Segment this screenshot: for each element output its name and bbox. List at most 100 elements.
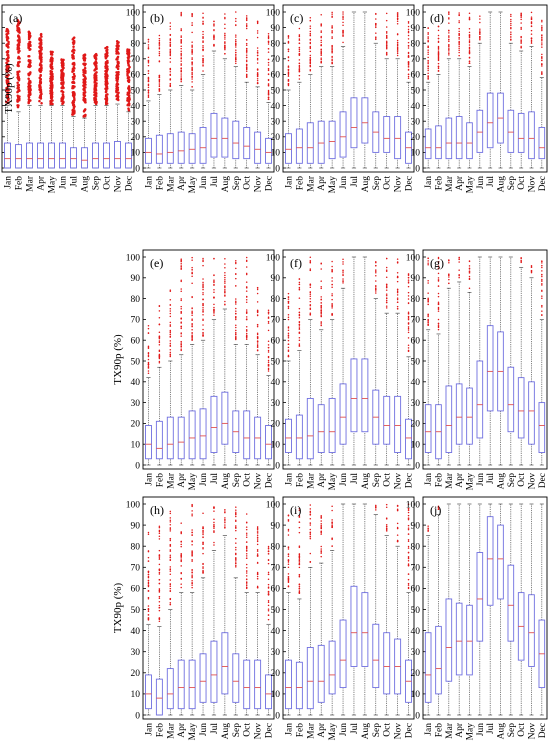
- outlier-point: [191, 71, 193, 74]
- outlier-point: [385, 276, 388, 278]
- outlier-point: [396, 50, 399, 53]
- outlier-point: [104, 102, 108, 106]
- outlier-point: [169, 61, 172, 63]
- y-tick-label: 60: [131, 71, 141, 81]
- outlier-point: [407, 563, 410, 565]
- outlier-point: [245, 59, 248, 62]
- outlier-point: [375, 269, 377, 271]
- outlier-point: [60, 75, 63, 79]
- outlier-point: [267, 547, 270, 549]
- outlier-point: [331, 277, 333, 279]
- iqr-box: [538, 126, 546, 160]
- outlier-point: [427, 529, 429, 532]
- outlier-point: [6, 29, 10, 33]
- outlier-point: [396, 276, 399, 279]
- outlier-point: [49, 95, 53, 99]
- iqr-box: [37, 142, 44, 169]
- outlier-point: [530, 41, 533, 43]
- outlier-point: [541, 304, 543, 307]
- outlier-point: [256, 349, 259, 351]
- outlier-point: [256, 526, 259, 528]
- outlier-point: [267, 84, 270, 87]
- outlier-point: [147, 64, 150, 67]
- outlier-point: [158, 74, 161, 77]
- iqr-box: [383, 632, 391, 695]
- outlier-point: [94, 56, 98, 60]
- outlier-point: [191, 510, 193, 512]
- outlier-point: [202, 264, 204, 267]
- outlier-point: [202, 567, 204, 569]
- outlier-point: [245, 328, 248, 331]
- outlier-point: [287, 66, 290, 68]
- outlier-point: [235, 307, 237, 310]
- outlier-point: [169, 310, 172, 312]
- outlier-point: [479, 35, 481, 38]
- outlier-point: [256, 309, 259, 311]
- outlier-point: [235, 509, 237, 511]
- outlier-point: [437, 326, 440, 329]
- outlier-point: [235, 557, 237, 560]
- outlier-point: [147, 46, 150, 48]
- outlier-point: [202, 293, 204, 296]
- outlier-point: [245, 521, 248, 523]
- iqr-box: [507, 109, 515, 153]
- outlier-point: [427, 257, 429, 259]
- outlier-point: [180, 263, 182, 265]
- outlier-point: [147, 590, 150, 592]
- outlier-point: [235, 46, 237, 48]
- outlier-point: [245, 60, 248, 63]
- outlier-point: [287, 519, 290, 521]
- outlier-point: [331, 37, 333, 40]
- outlier-point: [245, 272, 248, 275]
- outlier-point: [427, 69, 429, 72]
- outlier-point: [396, 18, 399, 21]
- x-tick-label: Oct: [103, 176, 113, 190]
- outlier-point: [105, 67, 109, 71]
- outlier-point: [5, 27, 9, 31]
- outlier-point: [287, 34, 290, 37]
- iqr-box: [70, 147, 77, 169]
- outlier-point: [468, 287, 471, 289]
- outlier-point: [224, 23, 226, 25]
- y-tick-label: 30: [131, 399, 141, 409]
- x-tick-label: Oct: [517, 473, 527, 487]
- box-feb: [435, 505, 442, 716]
- outlier-point: [385, 54, 388, 56]
- outlier-point: [407, 540, 410, 542]
- outlier-point: [385, 528, 388, 531]
- box-jul: [210, 506, 218, 716]
- outlier-point: [256, 74, 259, 76]
- outlier-point: [245, 17, 248, 20]
- outlier-point: [245, 536, 248, 538]
- outlier-point: [407, 56, 410, 58]
- outlier-point: [437, 295, 440, 298]
- x-tick-label: Jun: [59, 176, 69, 189]
- outlier-point: [213, 289, 215, 291]
- outlier-point: [427, 67, 429, 70]
- outlier-point: [235, 513, 237, 516]
- outlier-point: [479, 30, 481, 32]
- box-may: [328, 260, 336, 466]
- outlier-point: [287, 48, 290, 50]
- outlier-point: [267, 322, 270, 324]
- outlier-point: [180, 50, 182, 53]
- outlier-point: [530, 271, 533, 274]
- outlier-point: [541, 266, 543, 269]
- outlier-point: [158, 43, 161, 45]
- plot-frame: [282, 249, 415, 470]
- outlier-point: [180, 305, 182, 308]
- outlier-point: [298, 64, 301, 67]
- outlier-point: [213, 312, 215, 314]
- outlier-point: [224, 520, 226, 522]
- outlier-point: [83, 109, 86, 112]
- outlier-point: [458, 47, 460, 50]
- outlier-point: [448, 54, 450, 56]
- outlier-point: [17, 36, 21, 39]
- outlier-point: [169, 598, 172, 601]
- outlier-point: [158, 609, 161, 612]
- outlier-point: [287, 68, 290, 71]
- outlier-point: [458, 21, 460, 24]
- outlier-point: [235, 333, 237, 335]
- y-tick-label: 90: [271, 274, 281, 284]
- outlier-point: [541, 273, 543, 276]
